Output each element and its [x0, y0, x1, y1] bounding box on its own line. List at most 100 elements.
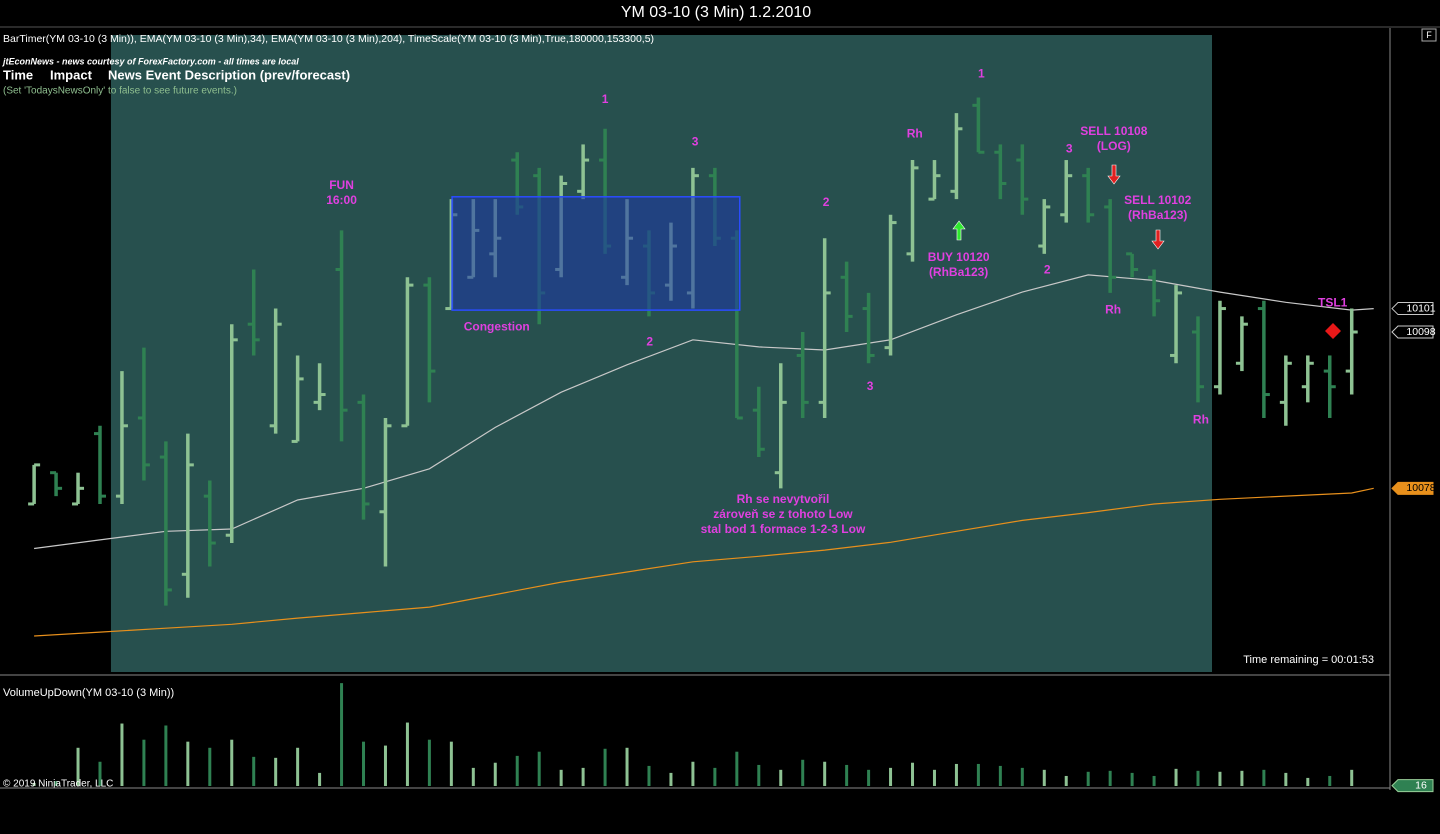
volume-bar — [559, 769, 563, 786]
ema-line — [34, 274, 1374, 550]
buy-arrow — [952, 220, 966, 241]
annotation: BUY 10120 — [928, 250, 990, 264]
volume-bar — [515, 755, 519, 786]
volume-bar — [603, 748, 607, 786]
volume-bar — [845, 764, 849, 786]
session-shading — [110, 35, 1212, 672]
volume-bar — [998, 765, 1002, 786]
congestion-box — [451, 196, 741, 311]
annotation: Rh se nevytvořil — [737, 492, 830, 506]
annotation: 3 — [1066, 141, 1073, 155]
stop-marker — [1325, 323, 1341, 339]
volume-bar — [427, 739, 431, 786]
volume-bar — [625, 747, 629, 786]
volume-bar — [537, 751, 541, 786]
news-hint: (Set 'TodaysNewsOnly' to false to see fu… — [3, 86, 237, 97]
volume-bar — [735, 751, 739, 786]
volume-bar — [954, 763, 958, 786]
annotation: Rh — [907, 126, 923, 140]
volume-bar — [274, 757, 278, 786]
volume-bar — [889, 767, 893, 786]
volume-bar — [757, 764, 761, 786]
price-tag — [1391, 325, 1434, 339]
volume-bar — [867, 769, 871, 786]
news-column: Time — [3, 67, 33, 82]
volume-bar — [471, 767, 475, 786]
annotation: 2 — [646, 334, 653, 348]
annotation: 1 — [978, 66, 985, 80]
annotation: 16:00 — [326, 193, 357, 207]
volume-bar — [252, 756, 256, 786]
f-button[interactable] — [1421, 28, 1437, 42]
volume-bar — [1020, 767, 1024, 786]
sell-arrow — [1107, 164, 1121, 185]
annotation: SELL 10108 — [1080, 124, 1147, 138]
sell-arrow — [1151, 229, 1165, 250]
volume-bar — [1042, 769, 1046, 786]
volume-bar — [779, 769, 783, 786]
volume-bar — [383, 745, 387, 786]
volume-bar — [1174, 768, 1178, 786]
time-remaining: Time remaining = 00:01:53 — [1243, 654, 1374, 666]
volume-bar — [1328, 775, 1332, 786]
annotation: SELL 10102 — [1124, 193, 1191, 207]
volume-bar — [1064, 775, 1068, 786]
volume-bar — [98, 761, 102, 786]
volume-bar — [1240, 770, 1244, 786]
window-title: YM 03-10 (3 Min) 1.2.2010 — [621, 4, 811, 21]
volume-bar — [911, 762, 915, 786]
data-layer — [28, 97, 1374, 786]
volume-bar — [1218, 771, 1222, 786]
volume-bar — [120, 723, 124, 786]
volume-bar — [230, 739, 234, 786]
f-button-label[interactable]: F — [1426, 30, 1432, 40]
price-tag-label: 10078 — [1406, 482, 1435, 494]
volume-bar — [669, 772, 673, 786]
volume-bar — [1130, 772, 1134, 786]
ema-line — [34, 487, 1374, 637]
volume-bar — [142, 739, 146, 786]
annotation: 3 — [692, 134, 699, 148]
annotation: 1 — [602, 92, 609, 106]
annotation: FUN — [329, 178, 354, 192]
indicator-label: BarTimer(YM 03-10 (3 Min)), EMA(YM 03-10… — [3, 33, 654, 45]
annotation: Congestion — [464, 319, 530, 333]
volume-bar — [208, 747, 212, 786]
volume-bar — [581, 767, 585, 786]
volume-bar — [54, 781, 58, 786]
price-tag-label: 10101 — [1406, 302, 1435, 314]
annotation: TSL1 — [1318, 295, 1348, 309]
volume-bar — [691, 761, 695, 786]
price-tag-label: 10098 — [1406, 326, 1435, 338]
volume-bar — [1284, 772, 1288, 786]
volume-bar — [932, 769, 936, 786]
volume-bar — [76, 747, 80, 786]
volume-bar — [1086, 771, 1090, 786]
volume-bar — [647, 765, 651, 786]
volume-bar — [186, 741, 190, 786]
annotation: (LOG) — [1097, 139, 1131, 153]
volume-bar — [32, 783, 36, 786]
annotation: 2 — [1044, 262, 1051, 276]
volume-bar — [493, 762, 497, 786]
volume-bar — [164, 725, 168, 786]
annotation: 2 — [823, 195, 830, 209]
price-tag — [1391, 302, 1434, 316]
volume-bar — [801, 759, 805, 786]
volume-bar — [296, 747, 300, 786]
annotation: stal bod 1 formace 1-2-3 Low — [701, 522, 866, 536]
annotation: Rh — [1105, 302, 1121, 316]
volume-bar — [1108, 770, 1112, 786]
volume-bar — [713, 767, 717, 786]
annotation: Rh — [1193, 412, 1209, 426]
annotation: (RhBa123) — [1128, 208, 1187, 222]
volume-bar — [405, 722, 409, 786]
copyright: © 2019 NinjaTrader, LLC — [3, 779, 113, 790]
volume-tag — [1391, 779, 1434, 793]
news-column: News Event Description (prev/forecast) — [108, 67, 350, 82]
volume-bar — [976, 763, 980, 786]
volume-bar — [362, 741, 366, 786]
volume-bar — [1306, 777, 1310, 786]
